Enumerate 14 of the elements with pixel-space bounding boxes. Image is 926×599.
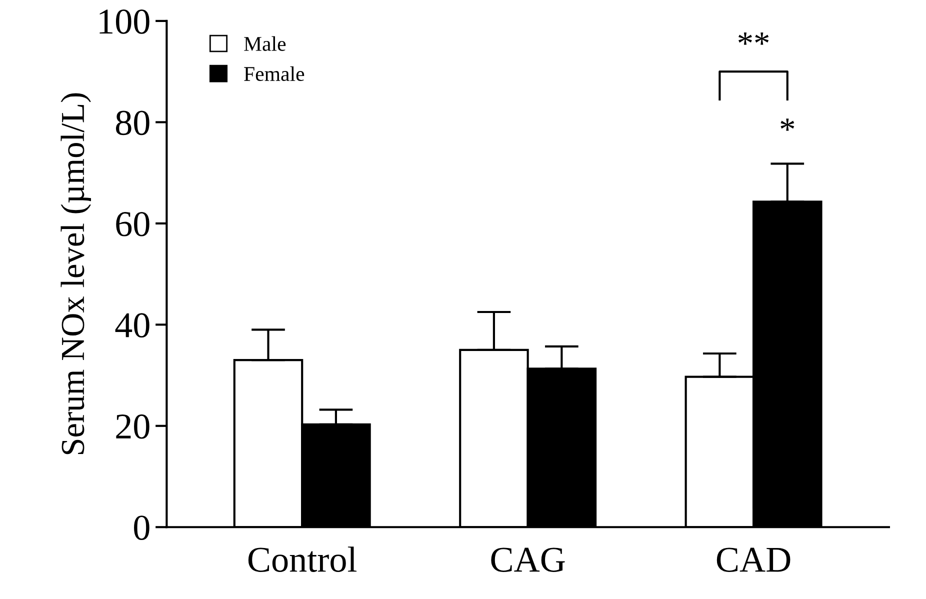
annotation: ** <box>738 32 769 45</box>
legend-label: Male <box>244 36 286 51</box>
x-tick-label: CAG <box>491 548 565 572</box>
x-tick-label: CAD <box>716 548 790 572</box>
y-tick-label: 40 <box>115 313 150 338</box>
legend-label: Female <box>244 66 304 82</box>
x-tick-label: Control <box>248 546 357 572</box>
y-tick-label: 80 <box>116 110 150 136</box>
y-tick-label: 20 <box>116 414 150 439</box>
annotation: * <box>780 118 794 131</box>
y-tick-label: 0 <box>134 516 150 540</box>
y-tick-label: 100 <box>100 9 150 34</box>
y-tick-label: 60 <box>116 212 150 236</box>
y-axis-title: Serum NOx level (µmol/L) <box>60 93 91 454</box>
